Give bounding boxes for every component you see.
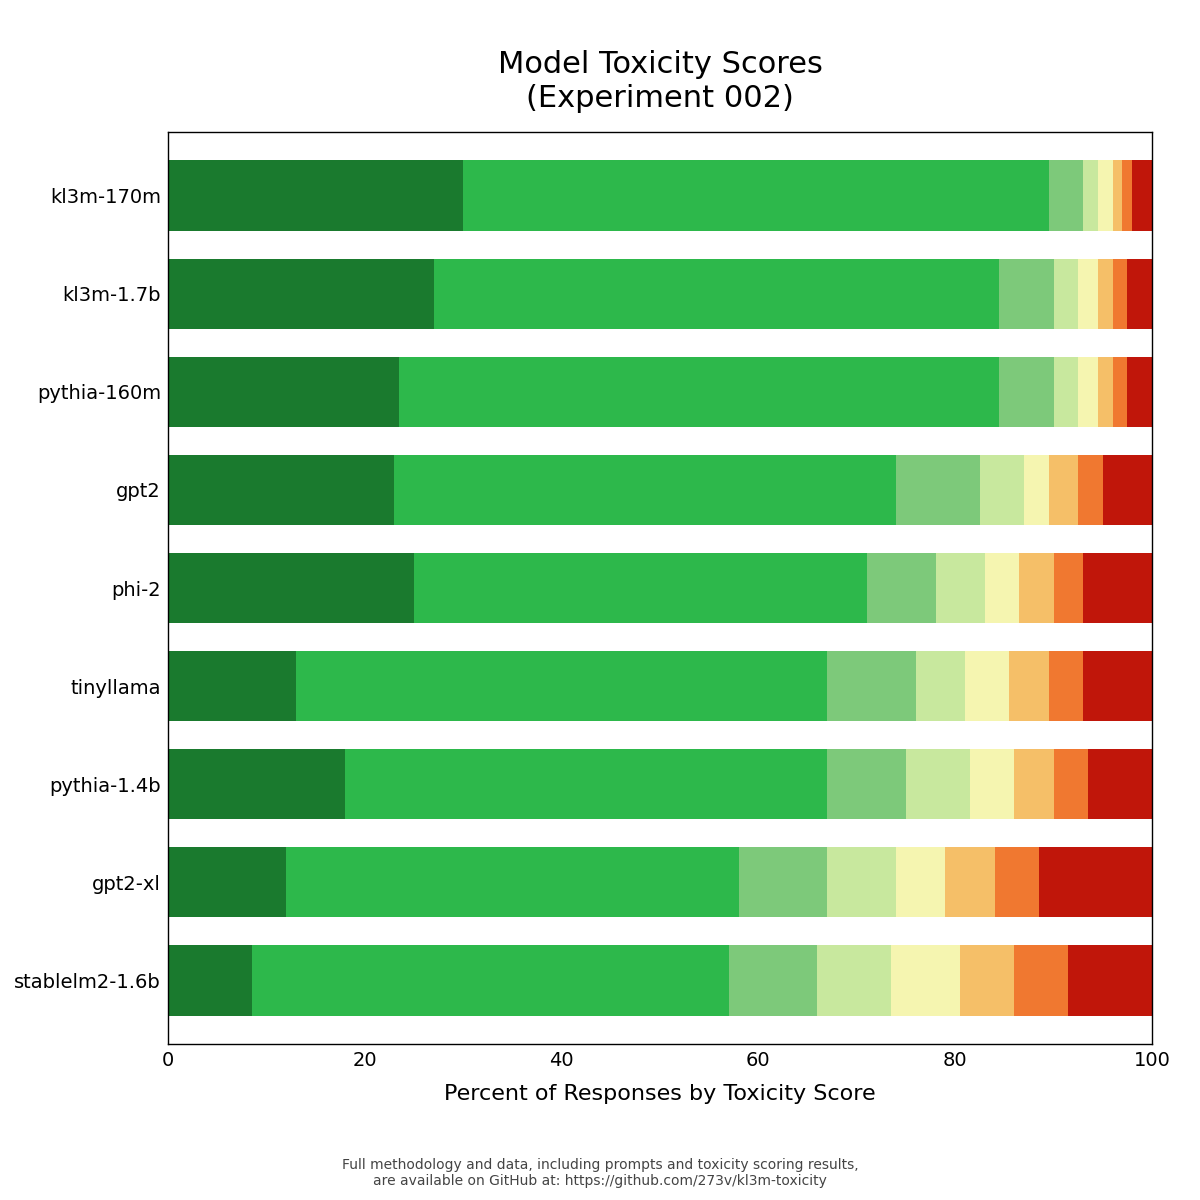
- Bar: [946, 847, 995, 918]
- Bar: [296, 650, 827, 721]
- Bar: [414, 553, 866, 623]
- Bar: [1049, 455, 1079, 526]
- Bar: [1112, 258, 1128, 329]
- Bar: [395, 455, 896, 526]
- Bar: [1009, 650, 1049, 721]
- Bar: [866, 553, 936, 623]
- Bar: [906, 749, 970, 820]
- Bar: [1084, 161, 1098, 232]
- Bar: [168, 847, 286, 918]
- Bar: [817, 944, 892, 1015]
- Bar: [896, 455, 979, 526]
- Bar: [979, 455, 1024, 526]
- Bar: [1014, 749, 1054, 820]
- Bar: [1103, 455, 1152, 526]
- Bar: [1128, 258, 1152, 329]
- Bar: [1098, 356, 1112, 427]
- Bar: [1000, 356, 1054, 427]
- Bar: [168, 749, 346, 820]
- Bar: [1084, 650, 1152, 721]
- Text: Full methodology and data, including prompts and toxicity scoring results,
are a: Full methodology and data, including pro…: [342, 1158, 858, 1188]
- Bar: [1098, 258, 1112, 329]
- Bar: [970, 749, 1014, 820]
- Bar: [965, 650, 1009, 721]
- Bar: [827, 650, 916, 721]
- Bar: [1039, 847, 1152, 918]
- Bar: [463, 161, 1049, 232]
- Bar: [252, 944, 728, 1015]
- Bar: [400, 356, 1000, 427]
- Bar: [168, 161, 463, 232]
- Bar: [1128, 356, 1152, 427]
- Bar: [1112, 161, 1122, 232]
- Bar: [960, 944, 1014, 1015]
- Bar: [936, 553, 985, 623]
- Bar: [168, 944, 252, 1015]
- Bar: [346, 749, 827, 820]
- Bar: [1098, 161, 1112, 232]
- Bar: [1084, 553, 1152, 623]
- Bar: [1079, 258, 1098, 329]
- Bar: [1019, 553, 1054, 623]
- Title: Model Toxicity Scores
(Experiment 002): Model Toxicity Scores (Experiment 002): [498, 50, 822, 113]
- Bar: [433, 258, 1000, 329]
- Bar: [916, 650, 965, 721]
- Bar: [896, 847, 946, 918]
- Bar: [1054, 356, 1079, 427]
- Bar: [1088, 749, 1152, 820]
- Bar: [168, 553, 414, 623]
- Bar: [1054, 258, 1079, 329]
- Bar: [168, 650, 296, 721]
- Bar: [168, 258, 433, 329]
- Bar: [168, 356, 400, 427]
- Bar: [728, 944, 817, 1015]
- Bar: [1049, 650, 1084, 721]
- Bar: [1014, 944, 1068, 1015]
- Bar: [995, 847, 1039, 918]
- Bar: [1079, 455, 1103, 526]
- X-axis label: Percent of Responses by Toxicity Score: Percent of Responses by Toxicity Score: [444, 1084, 876, 1104]
- Bar: [1000, 258, 1054, 329]
- Bar: [739, 847, 827, 918]
- Bar: [1068, 944, 1152, 1015]
- Bar: [1122, 161, 1133, 232]
- Bar: [1133, 161, 1152, 232]
- Bar: [892, 944, 960, 1015]
- Bar: [1054, 749, 1088, 820]
- Bar: [286, 847, 739, 918]
- Bar: [827, 749, 906, 820]
- Bar: [1054, 553, 1084, 623]
- Bar: [1049, 161, 1084, 232]
- Bar: [1024, 455, 1049, 526]
- Bar: [1079, 356, 1098, 427]
- Bar: [168, 455, 395, 526]
- Bar: [985, 553, 1019, 623]
- Bar: [1112, 356, 1128, 427]
- Bar: [827, 847, 896, 918]
